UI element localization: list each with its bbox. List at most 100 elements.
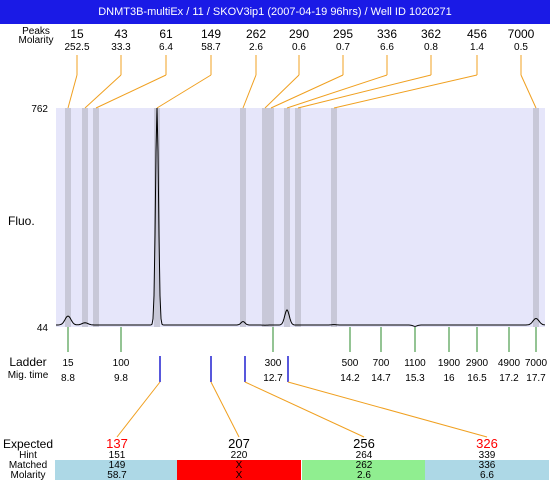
matched-value: X	[236, 460, 243, 471]
peak-size-label: 456	[467, 27, 487, 41]
peak-molarity-label: 6.4	[159, 42, 173, 53]
peak-size-label: 149	[201, 27, 221, 41]
peak-band	[533, 108, 539, 327]
hint-value: 264	[356, 450, 373, 461]
mig-time-label: 9.8	[114, 373, 128, 384]
peak-band	[268, 108, 274, 327]
peak-size-label: 362	[421, 27, 441, 41]
mig-time-label: 8.8	[61, 373, 75, 384]
mig-time-label: 14.2	[340, 373, 360, 384]
ladder-size-label: 700	[373, 358, 390, 369]
molarity-bottom-value: 2.6	[357, 470, 371, 480]
expected-connector	[116, 381, 161, 438]
match-cell	[302, 460, 426, 480]
expected-row-label: Expected	[3, 437, 53, 451]
match-cell	[177, 460, 301, 480]
molarity-bottom-value: 6.6	[480, 470, 494, 480]
ladder-size-label: 500	[342, 358, 359, 369]
peak-size-label: 336	[377, 27, 397, 41]
mig-time-label: 16.5	[467, 373, 487, 384]
peak-size-label: 43	[114, 27, 128, 41]
mig-time-label: 14.7	[371, 373, 391, 384]
expected-connector	[244, 381, 365, 438]
mig-time-label: 15.3	[405, 373, 425, 384]
peak-connector-diag	[156, 74, 212, 109]
expected-value: 137	[106, 436, 128, 451]
hint-value: 151	[109, 450, 126, 461]
peak-band	[284, 108, 290, 327]
matched-value: 149	[109, 460, 126, 471]
peak-band	[154, 108, 160, 327]
peak-molarity-label: 0.7	[336, 42, 350, 53]
peak-molarity-label: 0.5	[514, 42, 528, 53]
peak-band	[240, 108, 246, 327]
peak-molarity-label: 33.3	[111, 42, 131, 53]
hint-value: 220	[231, 450, 248, 461]
expected-value: 256	[353, 436, 375, 451]
ladder-size-label: 15	[62, 358, 74, 369]
peak-size-label: 295	[333, 27, 353, 41]
mig-time-label: 17.2	[499, 373, 519, 384]
peak-band	[93, 108, 99, 327]
molarity-bottom-row-label: Molarity	[10, 470, 45, 480]
mig-time-label: 17.7	[526, 373, 546, 384]
peak-molarity-label: 0.8	[424, 42, 438, 53]
peak-molarity-label: 252.5	[64, 42, 89, 53]
molarity-bottom-value: 58.7	[107, 470, 127, 480]
hint-row-label: Hint	[19, 450, 37, 461]
expected-value: 207	[228, 436, 250, 451]
peak-connector-diag	[84, 74, 122, 109]
match-cell	[55, 460, 179, 480]
peaks-row-label: Peaks	[22, 26, 50, 37]
fluo-axis-label: Fluo.	[8, 214, 35, 228]
y-min-label: 44	[37, 323, 49, 334]
peak-molarity-label: 2.6	[249, 42, 263, 53]
peak-connector-diag	[264, 74, 300, 109]
peak-size-label: 290	[289, 27, 309, 41]
peak-connector-diag	[297, 74, 432, 109]
peak-band	[295, 108, 301, 327]
molarity-row-label: Molarity	[18, 35, 53, 46]
ladder-size-label: 7000	[525, 358, 548, 369]
expected-connector	[210, 381, 240, 438]
ladder-size-label: 2900	[466, 358, 489, 369]
peak-band	[262, 108, 268, 327]
matched-value: 336	[479, 460, 496, 471]
peak-size-label: 262	[246, 27, 266, 41]
y-max-label: 762	[31, 104, 48, 115]
matched-value: 262	[356, 460, 373, 471]
peak-connector-diag	[95, 74, 167, 109]
peak-connector-diag	[270, 74, 344, 109]
peak-connector-diag	[67, 74, 78, 109]
peak-connector-diag	[242, 74, 257, 109]
peak-connector-diag	[333, 74, 478, 109]
ladder-row-label: Ladder	[9, 355, 46, 369]
ladder-size-label: 300	[265, 358, 282, 369]
peak-band	[82, 108, 88, 327]
match-cell	[425, 460, 549, 480]
peak-connector-diag	[286, 74, 388, 109]
peak-molarity-label: 1.4	[470, 42, 484, 53]
hint-value: 339	[479, 450, 496, 461]
peak-size-label: 61	[159, 27, 173, 41]
peak-band	[65, 108, 71, 327]
mig-time-label: 12.7	[263, 373, 283, 384]
molarity-bottom-value: X	[236, 470, 243, 480]
chart-title: DNMT3B-multiEx / 11 / SKOV3ip1 (2007-04-…	[0, 0, 550, 24]
ladder-size-label: 1100	[404, 358, 426, 369]
expected-connector	[287, 381, 488, 438]
mig-time-row-label: Mig. time	[8, 370, 49, 381]
fluorescence-trace	[56, 107, 546, 327]
ladder-size-label: 1900	[438, 358, 461, 369]
peak-size-label: 7000	[508, 27, 535, 41]
ladder-size-label: 4900	[498, 358, 521, 369]
ladder-size-label: 100	[113, 358, 130, 369]
mig-time-label: 16	[443, 373, 455, 384]
matched-row-label: Matched	[9, 460, 47, 471]
peak-molarity-label: 6.6	[380, 42, 394, 53]
peak-size-label: 15	[70, 27, 84, 41]
peak-molarity-label: 0.6	[292, 42, 306, 53]
peak-molarity-label: 58.7	[201, 42, 221, 53]
peak-connector-diag	[520, 74, 537, 109]
